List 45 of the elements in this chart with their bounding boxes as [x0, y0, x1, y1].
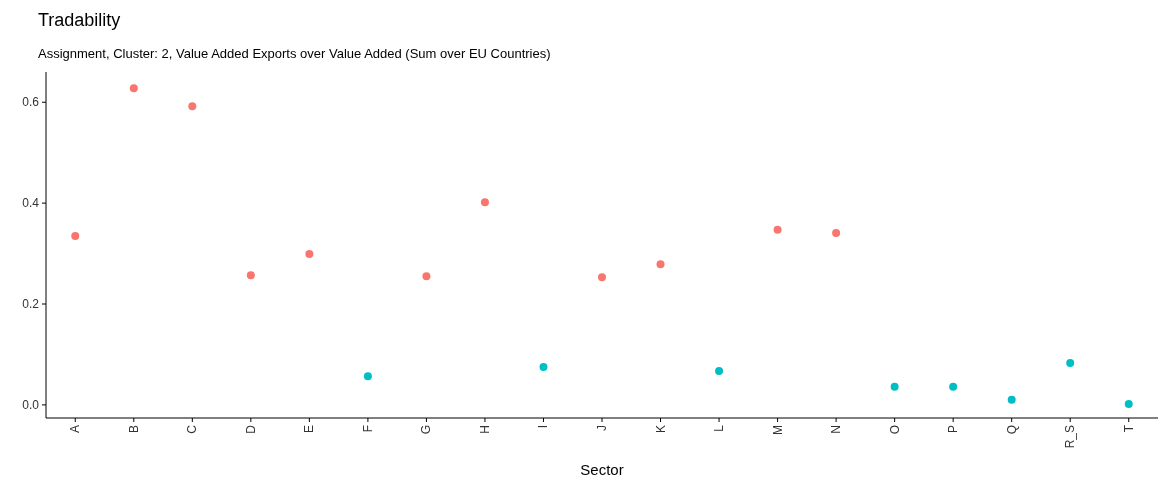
point [71, 231, 80, 240]
point [890, 382, 899, 391]
point [480, 198, 489, 207]
point [129, 84, 138, 93]
point [422, 272, 431, 281]
y-tick-label: 0.6 [22, 95, 40, 110]
x-tick-label: Q [1004, 425, 1019, 435]
x-tick-label: J [595, 425, 609, 431]
point [363, 372, 372, 381]
x-tick-label: A [68, 425, 83, 434]
x-tick-label: P [946, 425, 961, 434]
x-tick-label: F [360, 425, 375, 433]
point [773, 225, 782, 234]
point [949, 382, 958, 391]
point [539, 363, 548, 372]
x-axis-title: Sector [580, 461, 624, 478]
point [1124, 399, 1133, 408]
y-tick-label: 0.2 [22, 297, 40, 312]
x-tick-label: O [887, 425, 902, 435]
x-tick-label: B [126, 425, 141, 434]
x-tick-label: H [477, 425, 492, 434]
point [598, 273, 606, 282]
x-tick-label: G [419, 425, 434, 435]
point [832, 228, 841, 237]
chart-title: Tradability [38, 10, 121, 30]
y-tick-label: 0.4 [22, 196, 40, 211]
point [305, 250, 314, 259]
point [246, 271, 255, 280]
x-tick-label: I [536, 425, 551, 429]
x-tick-label: E [302, 425, 317, 434]
chart-subtitle: Assignment, Cluster: 2, Value Added Exports over Value Added (Sum over EU Countries) [38, 46, 551, 61]
point [188, 102, 197, 111]
point [656, 260, 665, 269]
y-tick-label: 0.0 [22, 398, 40, 413]
x-tick-label: T [1121, 424, 1136, 433]
x-tick-label: R_S [1063, 425, 1078, 449]
x-tick-label: M [770, 425, 785, 435]
x-tick-label: N [829, 425, 844, 434]
x-tick-label: D [243, 424, 258, 434]
point [1066, 359, 1075, 368]
point [1007, 395, 1016, 404]
x-tick-label: K [653, 425, 668, 434]
x-tick-label: L [712, 424, 727, 432]
point [715, 367, 724, 376]
x-tick-label: C [185, 424, 200, 434]
